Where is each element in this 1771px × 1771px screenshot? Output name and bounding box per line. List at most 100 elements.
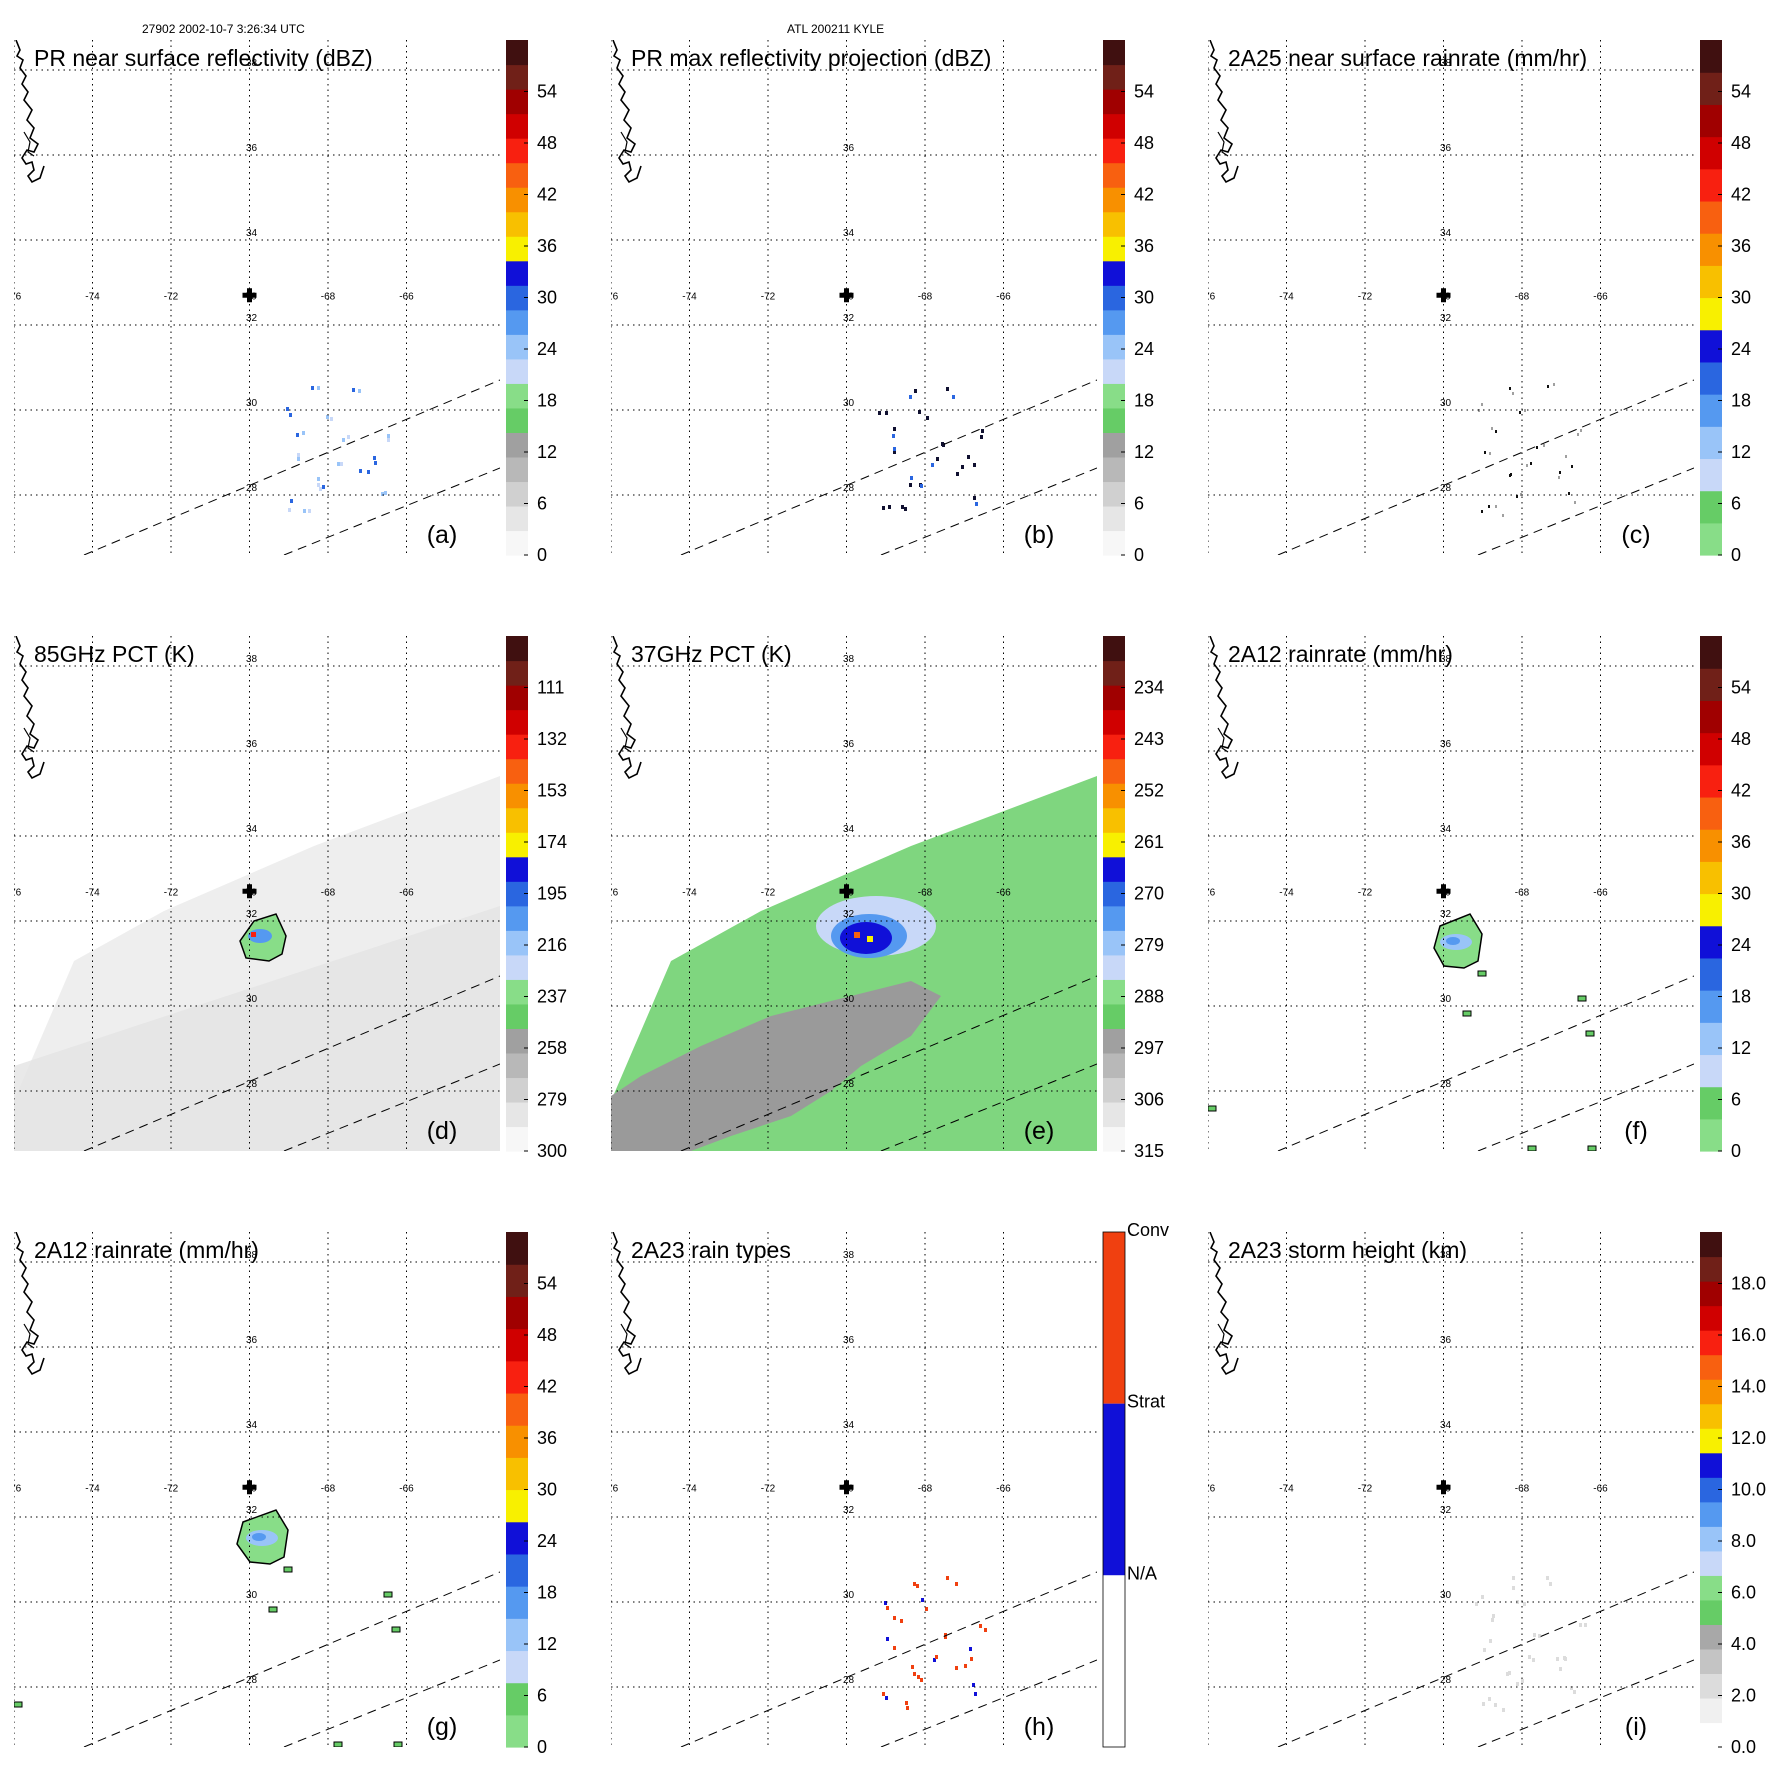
data-pixel (946, 387, 949, 391)
data-pixel (381, 492, 384, 496)
colorbar-tick-label: 18 (1731, 391, 1751, 411)
colorbar-tick-label: 216 (537, 935, 567, 955)
colorbar-tick-label: Conv (1127, 1220, 1169, 1240)
colorbar-swatch (1103, 40, 1125, 66)
data-pixel (352, 388, 355, 392)
lon-tick-label: -72 (761, 887, 776, 898)
data-pixel (1577, 433, 1579, 436)
data-pixel (1543, 444, 1545, 447)
colorbar-seg-conv (1103, 1232, 1125, 1404)
colorbar-swatch (1103, 309, 1125, 335)
colorbar-swatch (1103, 530, 1125, 556)
data-pixel (914, 389, 917, 393)
colorbar-tick-label: 279 (1134, 935, 1164, 955)
colorbar-swatch (1103, 905, 1125, 931)
lon-tick-label: -74 (682, 1483, 697, 1494)
data-pixel (1565, 455, 1567, 458)
colorbar-swatch (1700, 1697, 1722, 1724)
colorbar-swatch (1700, 265, 1722, 299)
colorbar-tick-label: 237 (537, 987, 567, 1007)
colorbar-swatch (506, 930, 528, 956)
colorbar-swatch (506, 832, 528, 858)
lat-tick-label: 38 (1440, 654, 1452, 665)
colorbar-swatch (1700, 329, 1722, 363)
colorbar-tick-label: 54 (1134, 82, 1154, 102)
tmi-swath-shade (14, 906, 500, 1151)
data-pixel (916, 1584, 919, 1588)
colorbar-swatch (1700, 1575, 1722, 1601)
colorbar-swatch (1103, 1101, 1125, 1128)
colorbar-tick-label: 306 (1134, 1090, 1164, 1110)
lat-tick-label: 38 (1440, 58, 1452, 69)
lat-tick-label: 34 (843, 824, 855, 835)
lon-tick-label: -68 (918, 887, 933, 898)
data-pixel (1482, 1702, 1485, 1706)
colorbar-tick-label: 261 (1134, 832, 1164, 852)
rain-cell (1208, 1105, 1217, 1112)
data-pixel (1563, 1656, 1566, 1660)
data-pixel (979, 1624, 982, 1628)
colorbar-swatch (1103, 113, 1125, 139)
colorbar-swatch (1103, 1126, 1125, 1152)
colorbar-tick-label: 18 (537, 391, 557, 411)
colorbar-tick-label: 16.0 (1731, 1325, 1766, 1345)
colorbar-tick-label: 270 (1134, 884, 1164, 904)
data-pixel (921, 1598, 924, 1602)
colorbar-swatch (506, 1052, 528, 1079)
colorbar-tick-label: 24 (1134, 339, 1154, 359)
colorbar-swatch (1700, 1526, 1722, 1552)
data-pixel (1509, 387, 1511, 390)
rain-cell (14, 1701, 23, 1708)
swath-edge (1477, 467, 1694, 555)
data-pixel (374, 461, 377, 465)
colorbar-swatch (1700, 1379, 1722, 1405)
swath-edge (1277, 379, 1694, 555)
coastline (612, 636, 642, 780)
colorbar-swatch (1700, 636, 1722, 669)
rain-core (1446, 937, 1460, 945)
rain-cell (1587, 1145, 1597, 1151)
colorbar-swatch (506, 1457, 528, 1491)
data-pixel (1484, 451, 1486, 454)
data-pixel (886, 1606, 889, 1610)
data-pixel (1521, 1679, 1524, 1683)
data-pixel (984, 1628, 987, 1632)
lat-tick-label: 28 (1440, 483, 1452, 494)
coastline (15, 636, 45, 780)
lat-tick-label: 32 (1440, 313, 1452, 324)
lat-tick-label: 38 (246, 58, 258, 69)
rain-cell (393, 1741, 403, 1747)
colorbar-swatch (1700, 136, 1722, 170)
colorbar-swatch (1103, 187, 1125, 213)
lon-tick-label: -66 (996, 1483, 1011, 1494)
coastline-inlet (1217, 131, 1229, 157)
lon-tick-label: -72 (1358, 1483, 1373, 1494)
colorbar-swatch (506, 334, 528, 360)
rain-core (252, 1533, 266, 1541)
colorbar-tick-label: 0.0 (1731, 1737, 1756, 1757)
coastline-inlet (23, 1323, 35, 1349)
lat-tick-label: 30 (1440, 1590, 1452, 1601)
colorbar-tick-label: 24 (537, 1531, 557, 1551)
data-pixel (303, 509, 306, 513)
lon-tick-label: -76 (604, 887, 619, 898)
swath-edge (680, 379, 1097, 555)
lon-tick-label: -76 (1201, 291, 1216, 302)
data-pixel (1489, 452, 1491, 455)
colorbar-swatch (1103, 407, 1125, 433)
data-pixel (909, 395, 912, 399)
lon-tick-label: -74 (85, 291, 100, 302)
warm-region (611, 981, 941, 1151)
coastline-inlet (23, 131, 35, 157)
lon-tick-label: -72 (164, 887, 179, 898)
colorbar-swatch (506, 481, 528, 507)
colorbar-swatch (506, 1028, 528, 1054)
colorbar-tick-label: 0 (1731, 1141, 1741, 1161)
colorbar: 0 6 12 18 24 30 36 42 48 54 (1103, 40, 1154, 565)
swath-edge (680, 975, 1097, 1151)
colorbar-swatch (1700, 1022, 1722, 1056)
